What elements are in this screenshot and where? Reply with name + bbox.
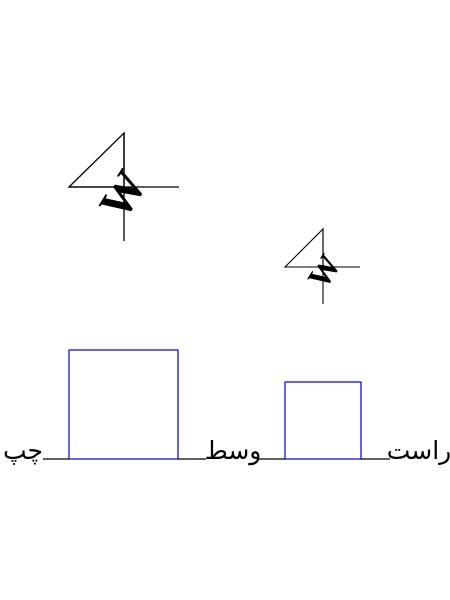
- label-right: راست: [387, 436, 450, 465]
- left-box: [68, 349, 179, 460]
- label-middle: وسط: [205, 436, 262, 466]
- right-box: [284, 381, 362, 460]
- large-rotated-w: W: [89, 161, 157, 227]
- small-rotated-w: W: [300, 248, 347, 294]
- large-marker: W: [67, 131, 179, 241]
- small-marker: W: [283, 227, 360, 304]
- label-left: چپ: [3, 436, 43, 465]
